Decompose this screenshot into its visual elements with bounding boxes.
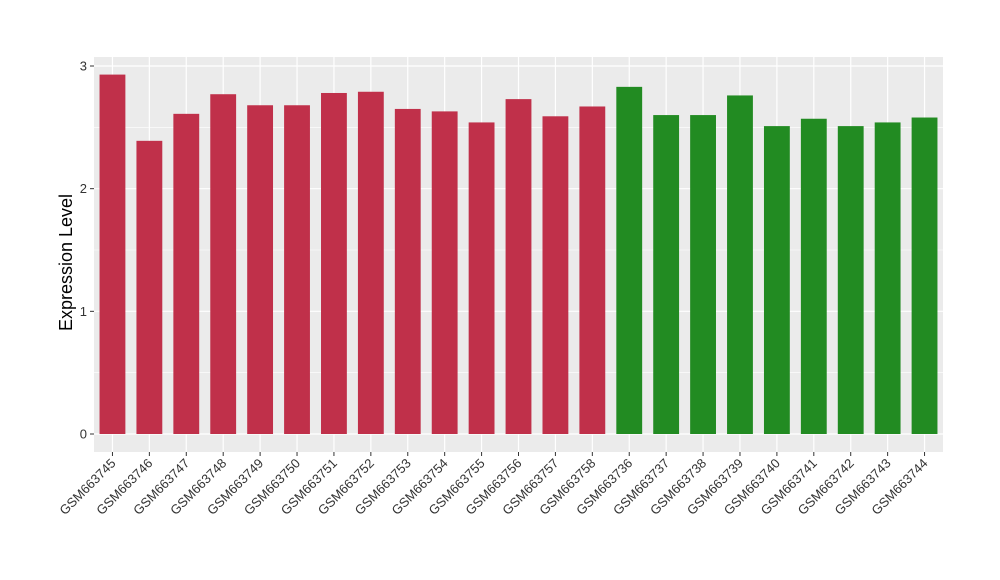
y-axis: 0 1 2 3 — [80, 59, 94, 442]
bar-GSM663742 — [837, 126, 864, 435]
bar-GSM663754 — [431, 111, 458, 435]
bar-GSM663739 — [727, 95, 753, 434]
bar-GSM663753 — [394, 108, 421, 434]
bar-GSM663741 — [800, 118, 827, 434]
bar-GSM663747 — [173, 113, 200, 434]
bar-GSM663752 — [357, 91, 384, 434]
y-tick-label: 2 — [80, 181, 87, 196]
bar-GSM663736 — [616, 86, 643, 434]
bars — [99, 74, 938, 435]
bar-GSM663745 — [99, 74, 126, 434]
bar-GSM663749 — [247, 105, 274, 435]
bar-GSM663750 — [284, 105, 310, 435]
bar-GSM663758 — [579, 106, 606, 434]
bar-GSM663751 — [321, 92, 347, 434]
y-axis-title: Expression Level — [56, 194, 76, 331]
bar-GSM663740 — [763, 126, 790, 435]
bar-GSM663756 — [505, 99, 532, 435]
bar-GSM663737 — [653, 115, 680, 435]
bar-GSM663738 — [690, 115, 716, 435]
bar-GSM663744 — [911, 117, 938, 435]
y-tick-label: 1 — [80, 304, 87, 319]
bar-GSM663748 — [210, 94, 237, 435]
bar-GSM663743 — [874, 122, 901, 434]
x-axis: GSM663745GSM663746GSM663747GSM663748GSM6… — [56, 452, 931, 518]
bar-GSM663757 — [542, 116, 569, 434]
y-tick-label: 3 — [80, 59, 87, 74]
bar-GSM663755 — [468, 122, 495, 434]
bar-GSM663746 — [136, 140, 163, 434]
y-tick-label: 0 — [80, 427, 87, 442]
